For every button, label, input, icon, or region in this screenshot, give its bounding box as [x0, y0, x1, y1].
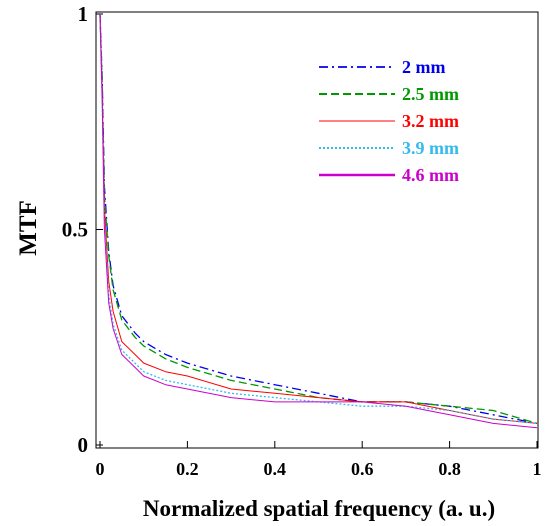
y-tick-label: 1 [78, 2, 89, 26]
series-line-1 [99, 13, 538, 425]
legend-label-5: 4.6 mm [402, 165, 459, 185]
x-tick-label: 0 [96, 459, 105, 479]
x-tick-label: 0.4 [264, 459, 287, 479]
y-axis-label: MTF [15, 200, 42, 256]
series-line-3 [99, 13, 538, 424]
series-layer [99, 13, 538, 429]
legend-label-4: 3.9 mm [402, 138, 459, 158]
x-axis-label: Normalized spatial frequency (a. u.) [143, 496, 495, 521]
legend: 2 mm 2.5 mm 3.2 mm 3.9 mm 4.6 mm [319, 57, 459, 185]
series-line-4 [99, 13, 538, 425]
axis-ticks: 0 0.2 0.4 0.6 0.8 1 0 0.5 1 [62, 2, 542, 479]
x-tick-label: 0.8 [438, 459, 461, 479]
series-line-2 [99, 13, 538, 425]
legend-label-1: 2 mm [402, 57, 446, 77]
x-tick-label: 0.2 [176, 459, 199, 479]
y-tick-label: 0.5 [62, 218, 88, 242]
plot-frame [95, 11, 539, 449]
x-tick-label: 0.6 [351, 459, 374, 479]
legend-label-2: 2.5 mm [402, 84, 459, 104]
y-tick-label: 0 [78, 433, 89, 457]
x-tick-label: 1 [533, 459, 542, 479]
legend-label-3: 3.2 mm [402, 111, 459, 131]
series-line-5 [99, 13, 538, 429]
